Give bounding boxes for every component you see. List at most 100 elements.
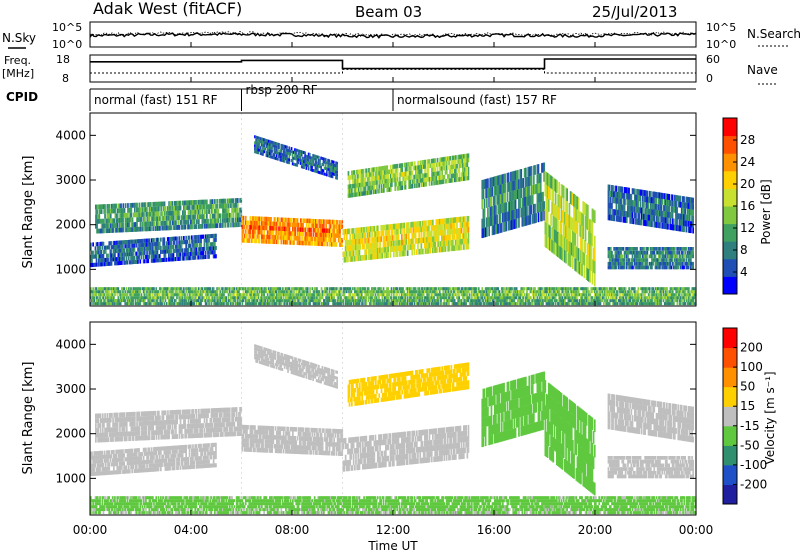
- heatmap-cell: [553, 241, 556, 255]
- heatmap-cell: [125, 222, 128, 228]
- heatmap-cell: [486, 178, 488, 189]
- heatmap-cell: [451, 169, 454, 174]
- heatmap-cell: [632, 258, 635, 262]
- heatmap-cell: [126, 260, 129, 265]
- heatmap-cell: [244, 220, 247, 225]
- heatmap-cell: [286, 148, 288, 152]
- heatmap-cell: [120, 203, 122, 209]
- heatmap-cell: [402, 171, 405, 177]
- heatmap-cell: [289, 217, 292, 223]
- heatmap-cell: [297, 155, 300, 159]
- heatmap-cell: [160, 221, 162, 226]
- heatmap-cell: [174, 257, 177, 262]
- heatmap-cell: [156, 299, 159, 303]
- heatmap-cell: [220, 198, 223, 204]
- heatmap-cell: [420, 173, 423, 179]
- heatmap-cell: [110, 302, 113, 306]
- heatmap-cell: [315, 164, 318, 168]
- heatmap-cell: [217, 287, 220, 291]
- heatmap-cell: [688, 209, 691, 216]
- heatmap-cell: [184, 219, 186, 225]
- heatmap-cell: [622, 265, 625, 270]
- heatmap-cell: [312, 169, 314, 172]
- heatmap-cell: [615, 215, 618, 222]
- heatmap-cell: [394, 186, 397, 191]
- heatmap-cell: [287, 149, 289, 152]
- heatmap-cell: [114, 302, 116, 306]
- heatmap-cell: [236, 198, 239, 203]
- heatmap-cell: [172, 220, 175, 226]
- heatmap-cell: [153, 302, 155, 306]
- heatmap-cell: [256, 151, 259, 154]
- heatmap-cell: [567, 214, 570, 228]
- heatmap-cell: [357, 183, 360, 188]
- heatmap-cell: [459, 176, 462, 182]
- heatmap-cell: [211, 208, 214, 214]
- heatmap-cell: [162, 293, 164, 297]
- heatmap-cell: [377, 166, 379, 172]
- heatmap-cell: [383, 170, 385, 175]
- heatmap-cell: [161, 249, 163, 254]
- heatmap-cell: [132, 299, 135, 303]
- heatmap-cell: [434, 158, 437, 163]
- heatmap-cell: [403, 228, 405, 234]
- heatmap-cell: [210, 302, 213, 306]
- heatmap-cell: [659, 192, 661, 199]
- heatmap-cell: [369, 190, 371, 195]
- heatmap-cell: [209, 199, 212, 205]
- heatmap-cell: [379, 170, 382, 176]
- heatmap-cell: [436, 247, 439, 253]
- heatmap-cell: [666, 199, 668, 206]
- heatmap-cell: [249, 229, 252, 234]
- heatmap-cell: [201, 251, 203, 256]
- heatmap-cell: [658, 192, 660, 199]
- heatmap-cell: [273, 150, 276, 154]
- heatmap-cell: [486, 198, 488, 208]
- heatmap-cell: [556, 205, 558, 219]
- heatmap-cell: [148, 250, 151, 255]
- heatmap-cell: [277, 157, 279, 161]
- heatmap-cell: [557, 231, 559, 245]
- heatmap-cell: [91, 258, 93, 263]
- heatmap-cell: [577, 260, 580, 274]
- heatmap-cell: [659, 254, 661, 259]
- heatmap-cell: [140, 299, 143, 303]
- heatmap-cell: [387, 235, 389, 242]
- heatmap-cell: [370, 176, 373, 182]
- heatmap-cell: [687, 258, 690, 262]
- heatmap-cell: [292, 231, 294, 236]
- heatmap-cell: [529, 205, 532, 215]
- heatmap-cell: [113, 290, 115, 294]
- heatmap-cell: [130, 252, 132, 257]
- heatmap-cell: [688, 250, 691, 255]
- heatmap-cell: [181, 296, 184, 300]
- heatmap-cell: [125, 252, 128, 257]
- heatmap-cell: [683, 196, 685, 203]
- heatmap-cell: [680, 247, 683, 251]
- heatmap-cell: [352, 250, 355, 256]
- heatmap-cell: [368, 190, 370, 195]
- heatmap-cell: [174, 244, 177, 249]
- heatmap-cell: [166, 220, 168, 226]
- heatmap-cell: [224, 222, 226, 228]
- heatmap-cell: [250, 287, 253, 291]
- heatmap-cell: [648, 196, 651, 203]
- heatmap-cell: [209, 246, 212, 251]
- heatmap-cell: [243, 233, 246, 239]
- heatmap-cell: [545, 184, 548, 198]
- heatmap-cell: [355, 187, 358, 193]
- heatmap-cell: [339, 224, 341, 229]
- heatmap-cell: [170, 287, 172, 291]
- heatmap-cell: [645, 250, 648, 255]
- heatmap-cell: [412, 221, 415, 228]
- heatmap-cell: [680, 201, 683, 208]
- heatmap-cell: [583, 252, 586, 266]
- heatmap-cell: [104, 299, 107, 303]
- heatmap-cell: [171, 293, 174, 297]
- heatmap-cell: [122, 240, 124, 245]
- heatmap-cell: [364, 177, 367, 182]
- heatmap-cell: [520, 178, 523, 189]
- heatmap-cell: [270, 140, 272, 144]
- heatmap-cell: [203, 199, 206, 205]
- heatmap-cell: [187, 296, 190, 300]
